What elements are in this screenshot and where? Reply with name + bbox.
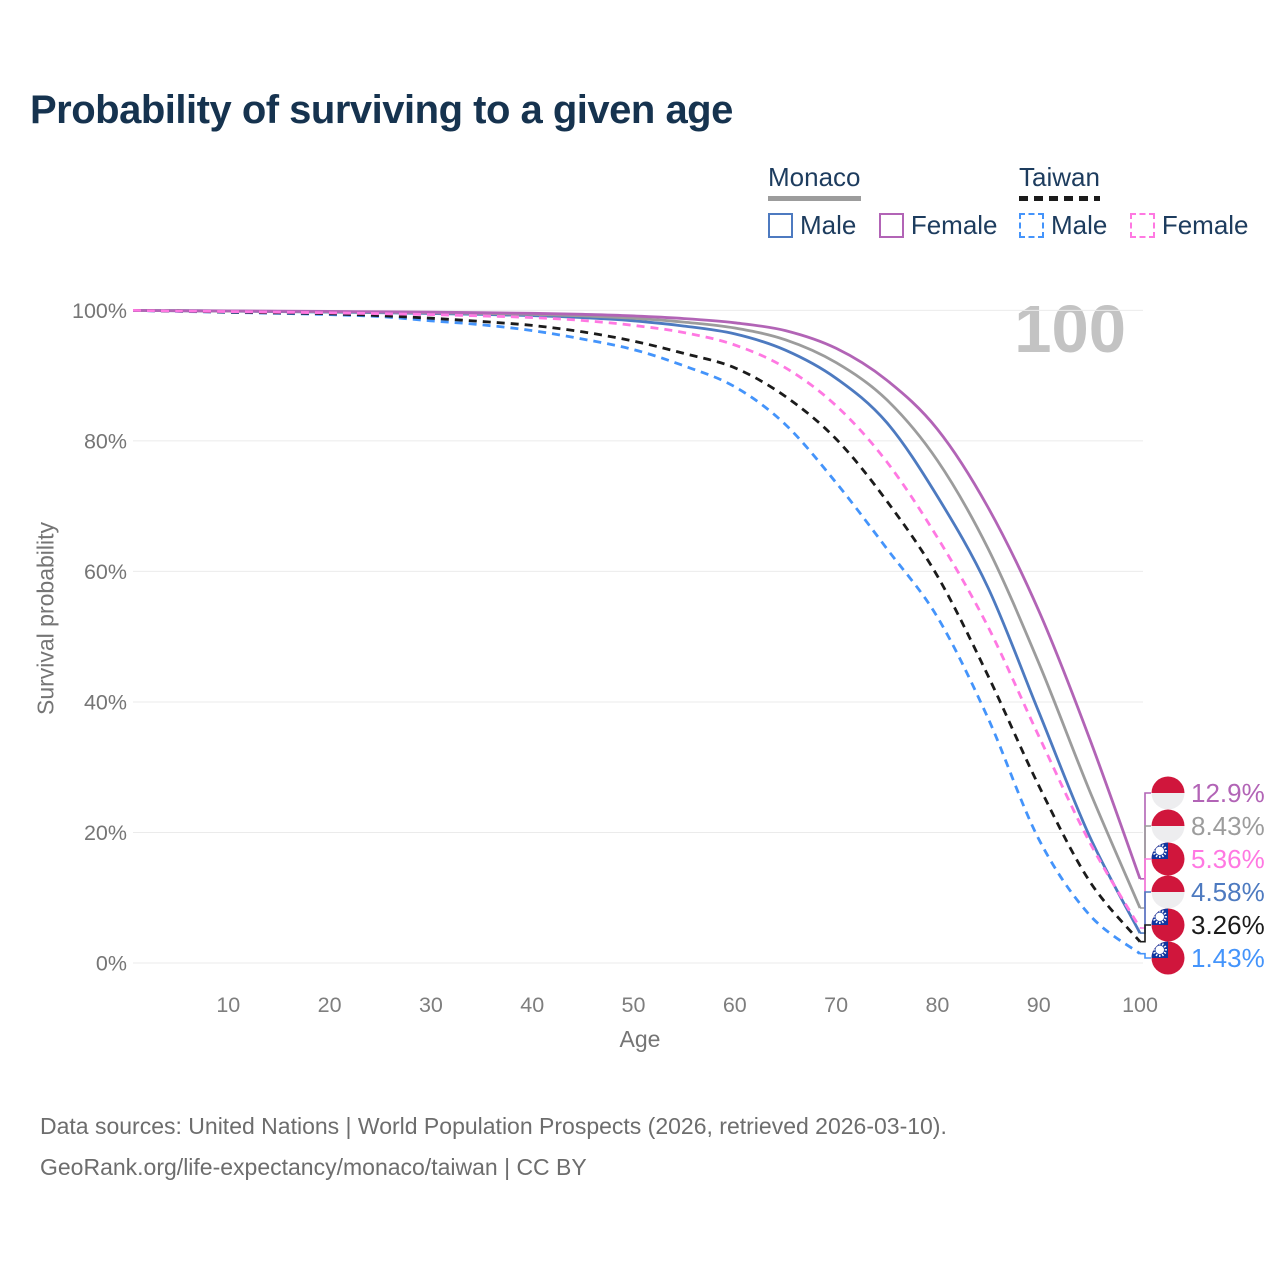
- legend-country-monaco[interactable]: Monaco: [768, 162, 861, 201]
- monaco-flag-icon: [1151, 875, 1185, 909]
- end-label-taiwan_all[interactable]: 3.26%: [1151, 908, 1265, 942]
- footer-attribution-line: GeoRank.org/life-expectancy/monaco/taiwa…: [40, 1154, 587, 1181]
- legend-country-taiwan-label: Taiwan: [1019, 162, 1100, 192]
- legend-country-monaco-label: Monaco: [768, 162, 861, 192]
- legend-group-monaco: Monaco Male Female: [768, 162, 1016, 243]
- legend-item-taiwan-male-label: Male: [1051, 210, 1108, 240]
- hover-age-watermark: 100: [1014, 292, 1126, 367]
- x-tick-label: 50: [622, 993, 646, 1017]
- legend-item-monaco-male-label: Male: [800, 210, 857, 240]
- monaco-flag-icon: [1151, 809, 1185, 843]
- legend-group-taiwan: Taiwan Male Female: [1019, 162, 1267, 243]
- y-tick-label: 0%: [96, 952, 127, 976]
- monaco-male-swatch: [768, 213, 793, 238]
- x-tick-label: 20: [318, 993, 342, 1017]
- y-tick-label: 60%: [84, 560, 127, 584]
- series-line-taiwan_female[interactable]: [133, 309, 1142, 929]
- y-tick-label: 80%: [84, 429, 127, 453]
- x-tick-label: 10: [216, 993, 240, 1017]
- taiwan-flag-icon: [1151, 908, 1185, 942]
- x-tick-label: 70: [824, 993, 848, 1017]
- legend-item-taiwan-female-label: Female: [1161, 210, 1249, 240]
- series-line-monaco_all[interactable]: [133, 309, 1142, 909]
- series-line-taiwan_all[interactable]: [133, 309, 1142, 943]
- taiwan-flag-icon: [1151, 941, 1185, 975]
- legend-country-taiwan[interactable]: Taiwan: [1019, 162, 1100, 201]
- x-axis-title: Age: [619, 1026, 661, 1052]
- y-tick-label: 100%: [72, 299, 127, 323]
- series-line-taiwan_male[interactable]: [133, 309, 1141, 955]
- x-tick-label: 40: [520, 993, 544, 1017]
- legend-item-monaco-female[interactable]: Female: [878, 210, 998, 241]
- end-label-value-taiwan_all: 3.26%: [1191, 910, 1265, 940]
- taiwan-flag-icon: [1151, 842, 1185, 876]
- y-tick-label: 20%: [84, 821, 127, 845]
- footer-sources-line: Data sources: United Nations | World Pop…: [40, 1113, 947, 1139]
- x-tick-label: 80: [925, 993, 949, 1017]
- legend-item-monaco-female-label: Female: [910, 210, 998, 240]
- end-label-taiwan_female[interactable]: 5.36%: [1151, 842, 1265, 876]
- end-label-value-monaco_male: 4.58%: [1191, 877, 1265, 907]
- legend-item-monaco-male[interactable]: Male: [768, 210, 856, 241]
- x-tick-label: 90: [1027, 993, 1051, 1017]
- series-line-monaco_female[interactable]: [133, 309, 1142, 880]
- x-tick-label: 100: [1122, 993, 1158, 1017]
- taiwan-male-swatch: [1019, 213, 1044, 238]
- end-label-monaco_female[interactable]: 12.9%: [1151, 776, 1265, 810]
- x-tick-label: 30: [419, 993, 443, 1017]
- legend-item-taiwan-female[interactable]: Female: [1129, 210, 1249, 241]
- end-label-leader-monaco_male: [1140, 891, 1151, 934]
- end-label-monaco_male[interactable]: 4.58%: [1151, 875, 1265, 909]
- legend-item-taiwan-male[interactable]: Male: [1019, 210, 1107, 241]
- monaco-flag-icon: [1151, 776, 1185, 810]
- x-tick-label: 60: [723, 993, 747, 1017]
- footer: Data sources: United Nations | World Pop…: [40, 1106, 947, 1189]
- end-label-value-monaco_female: 12.9%: [1191, 778, 1265, 808]
- end-label-leader-taiwan_all: [1140, 924, 1151, 943]
- end-label-value-monaco_all: 8.43%: [1191, 811, 1265, 841]
- monaco-line-swatch: [768, 196, 861, 201]
- end-label-value-taiwan_female: 5.36%: [1191, 844, 1265, 874]
- page-title: Probability of surviving to a given age: [30, 88, 733, 132]
- taiwan-line-swatch: [1019, 196, 1100, 201]
- end-label-value-taiwan_male: 1.43%: [1191, 943, 1265, 973]
- taiwan-female-swatch: [1129, 213, 1155, 238]
- y-tick-label: 40%: [84, 691, 127, 715]
- series-line-monaco_male[interactable]: [133, 309, 1142, 934]
- end-label-taiwan_male[interactable]: 1.43%: [1151, 941, 1265, 975]
- monaco-female-swatch: [878, 213, 904, 238]
- y-axis-title: Survival probability: [32, 521, 59, 716]
- end-label-monaco_all[interactable]: 8.43%: [1151, 809, 1265, 843]
- end-label-leader-taiwan_male: [1140, 952, 1151, 959]
